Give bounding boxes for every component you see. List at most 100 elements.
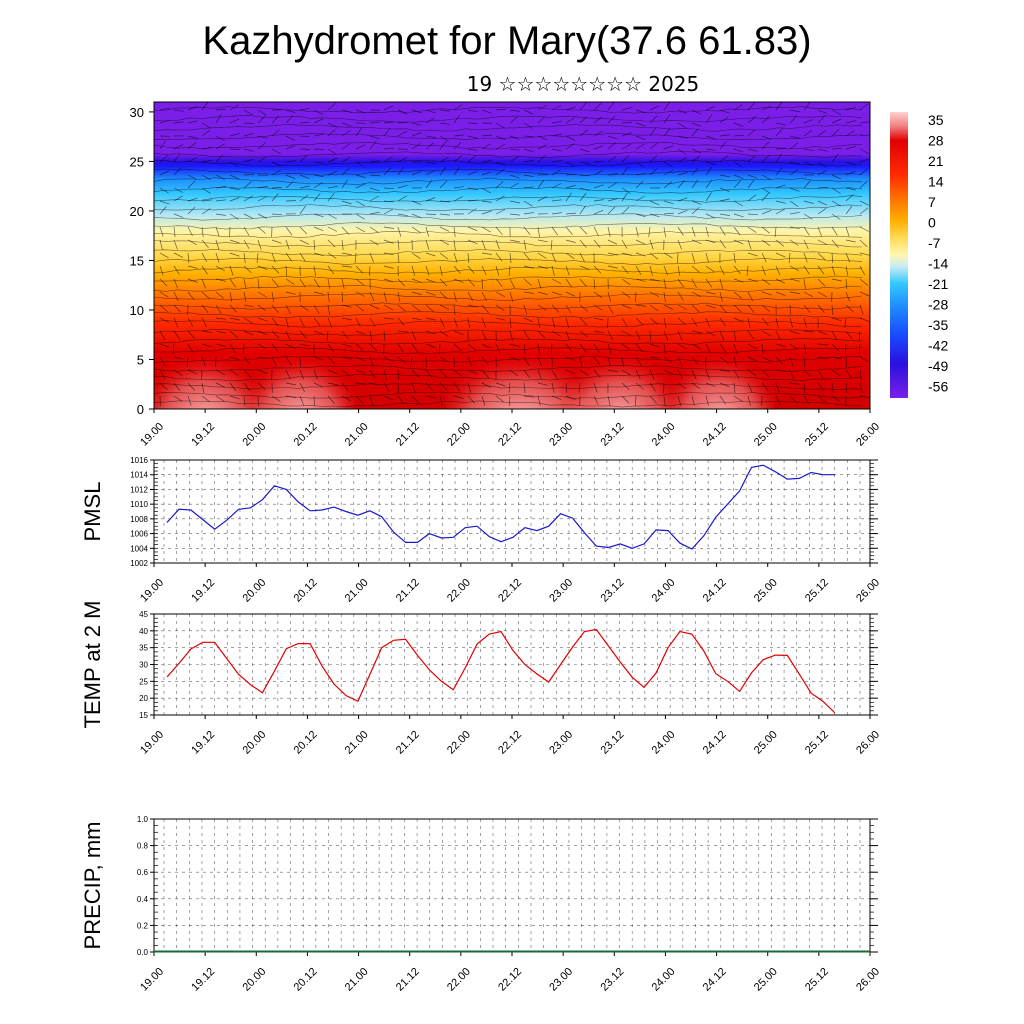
wind-barb [285,239,290,250]
wind-barb [551,160,562,163]
heatmap-y-tick-label: 15 [130,253,144,268]
wind-barb [481,265,487,276]
wind-barb [859,304,864,315]
wind-barb [509,343,520,347]
wind-barb [271,330,280,339]
wind-barb [579,192,587,202]
wind-barb [425,197,436,202]
wind-barb [593,199,604,202]
wind-barb [201,208,211,215]
wind-barb [677,291,684,301]
wind-barb [859,278,869,286]
wind-barb [481,356,489,365]
wind-barb [187,395,192,406]
wind-barb [607,343,612,354]
wind-barb [859,252,870,256]
wind-barb [677,135,688,139]
wind-barb [831,317,842,322]
wind-barb [803,161,814,166]
wind-barb [789,343,799,351]
wind-barb [761,369,770,378]
heatmap-contour-line [154,365,863,373]
wind-barb [187,120,198,124]
heatmap-contour-line [154,293,863,301]
wind-barb [635,369,641,380]
wind-barb [271,161,282,167]
wind-barb [649,200,660,206]
x-tick-label: 26.00 [854,729,882,757]
wind-barb [537,239,548,243]
wind-barb [257,330,268,336]
wind-barb [229,356,240,361]
wind-barb [761,174,771,181]
wind-barb [187,135,198,139]
wind-barb [634,395,637,407]
wind-barb [663,343,666,354]
wind-barb [677,304,688,310]
wind-barb [215,317,226,320]
wind-barb [537,304,547,311]
wind-barb [663,291,666,302]
wind-barb [537,369,542,380]
wind-barb [523,291,534,294]
wind-barb [845,304,854,313]
wind-barb [187,278,198,283]
wind-barb [719,239,726,249]
wind-barb [187,330,195,339]
wind-barb [341,167,350,176]
wind-barb [495,209,506,215]
wind-barb [439,213,450,216]
wind-barb [383,369,387,380]
wind-barb [803,291,813,298]
wind-barb [607,142,616,150]
wind-barb [467,278,475,287]
wind-barb [747,179,755,189]
wind-barb [663,330,669,341]
wind-barb [550,239,553,251]
wind-barb [621,382,630,391]
wind-barb [229,118,240,124]
wind-barb [411,369,420,378]
wind-barb [187,174,198,180]
wind-barb [579,174,591,177]
wind-barb [439,278,448,287]
wind-barb [775,317,779,328]
wind-barb [313,291,324,295]
wind-barb [789,109,800,113]
wind-barb [831,109,842,115]
wind-barb [677,239,682,250]
wind-barb [313,109,323,116]
wind-barb [747,213,759,216]
wind-barb [341,179,348,189]
wind-barb [593,239,601,249]
wind-barb [285,278,295,285]
wind-barb [369,239,379,246]
wind-barb [313,148,325,150]
x-tick-label: 23.12 [598,577,626,605]
wind-barb [551,317,556,328]
wind-barb [201,382,205,393]
wind-barb [439,180,448,189]
wind-barb [439,291,448,300]
wind-barb [775,395,781,406]
wind-barb [173,304,181,313]
wind-barb [578,382,581,393]
wind-barb [775,102,783,111]
x-tick-label: 21.00 [343,729,371,757]
wind-barb [397,109,408,115]
wind-barb [495,135,506,141]
wind-barb [733,104,743,111]
wind-barb [719,187,730,192]
wind-barb [845,187,856,191]
wind-barb [579,317,588,326]
wind-barb [243,291,247,302]
wind-barb [733,174,744,179]
wind-barb [327,252,337,259]
y-axis-label: TEMP at 2 M [80,601,105,729]
wind-barb [747,382,753,393]
wind-barb [789,330,800,335]
wind-barb [719,116,729,124]
wind-barb [733,304,742,313]
wind-barb [187,343,194,353]
wind-barb [649,343,660,348]
